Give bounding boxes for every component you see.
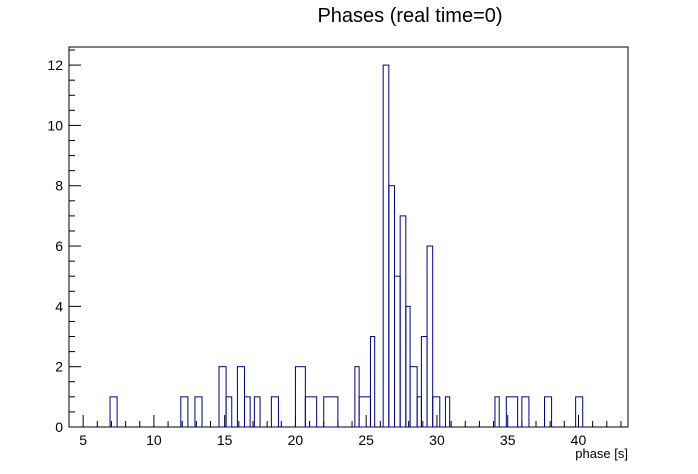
y-tick-label: 4 xyxy=(55,298,63,314)
histogram-bin xyxy=(270,396,279,428)
x-tick-label: 5 xyxy=(79,432,87,448)
plot-frame xyxy=(68,46,629,428)
histogram-bin xyxy=(544,396,553,428)
histogram-bars-layer xyxy=(109,64,584,428)
x-tick-label: 15 xyxy=(217,432,233,448)
x-tick-label: 20 xyxy=(288,432,304,448)
x-tick-label: 10 xyxy=(146,432,162,448)
histogram-bin xyxy=(323,396,339,428)
histogram-bin xyxy=(253,396,261,428)
histogram-bin xyxy=(409,366,418,428)
histogram-bin xyxy=(294,366,306,428)
histogram-bin xyxy=(405,305,411,428)
histogram-bin xyxy=(109,396,118,428)
histogram-bin xyxy=(416,396,422,428)
histogram-bin xyxy=(225,396,233,428)
y-tick-label: 2 xyxy=(55,359,63,375)
histogram-bin xyxy=(388,185,395,428)
histogram-bin xyxy=(426,245,434,428)
histogram-bin xyxy=(194,396,203,428)
histogram-bin xyxy=(521,396,530,428)
histogram-bin xyxy=(180,396,189,428)
x-tick-label: 35 xyxy=(500,432,516,448)
x-tick-label: 25 xyxy=(358,432,374,448)
histogram-bin xyxy=(399,215,407,428)
histogram-bin xyxy=(444,396,451,428)
x-axis-label: phase [s] xyxy=(575,446,628,461)
x-tick-label: 40 xyxy=(571,432,587,448)
histogram-bin xyxy=(432,396,441,428)
histogram-bin xyxy=(393,275,401,428)
tick-labels-layer: 5 10 15 20 25 30 35 40 0 2 4 6 8 10 12 xyxy=(47,57,586,448)
histogram-bin xyxy=(304,396,318,428)
y-tick-label: 10 xyxy=(47,117,63,133)
x-tick-label: 30 xyxy=(429,432,445,448)
histogram-bin xyxy=(505,396,519,428)
histogram-bin xyxy=(494,396,500,428)
y-tick-label: 0 xyxy=(55,419,63,435)
histogram-bin xyxy=(236,366,245,428)
histogram-bin xyxy=(243,396,251,428)
histogram-bin xyxy=(369,336,376,428)
y-tick-label: 8 xyxy=(55,178,63,194)
y-tick-label: 12 xyxy=(47,57,63,73)
y-tick-label: 6 xyxy=(55,238,63,254)
histogram-bin xyxy=(382,64,390,428)
histogram-bin xyxy=(354,366,360,428)
ticks-layer xyxy=(68,49,622,428)
histogram-bin xyxy=(358,396,371,428)
histogram-bin xyxy=(575,396,584,428)
chart-title: Phases (real time=0) xyxy=(317,5,502,27)
histogram-bin xyxy=(420,336,428,428)
